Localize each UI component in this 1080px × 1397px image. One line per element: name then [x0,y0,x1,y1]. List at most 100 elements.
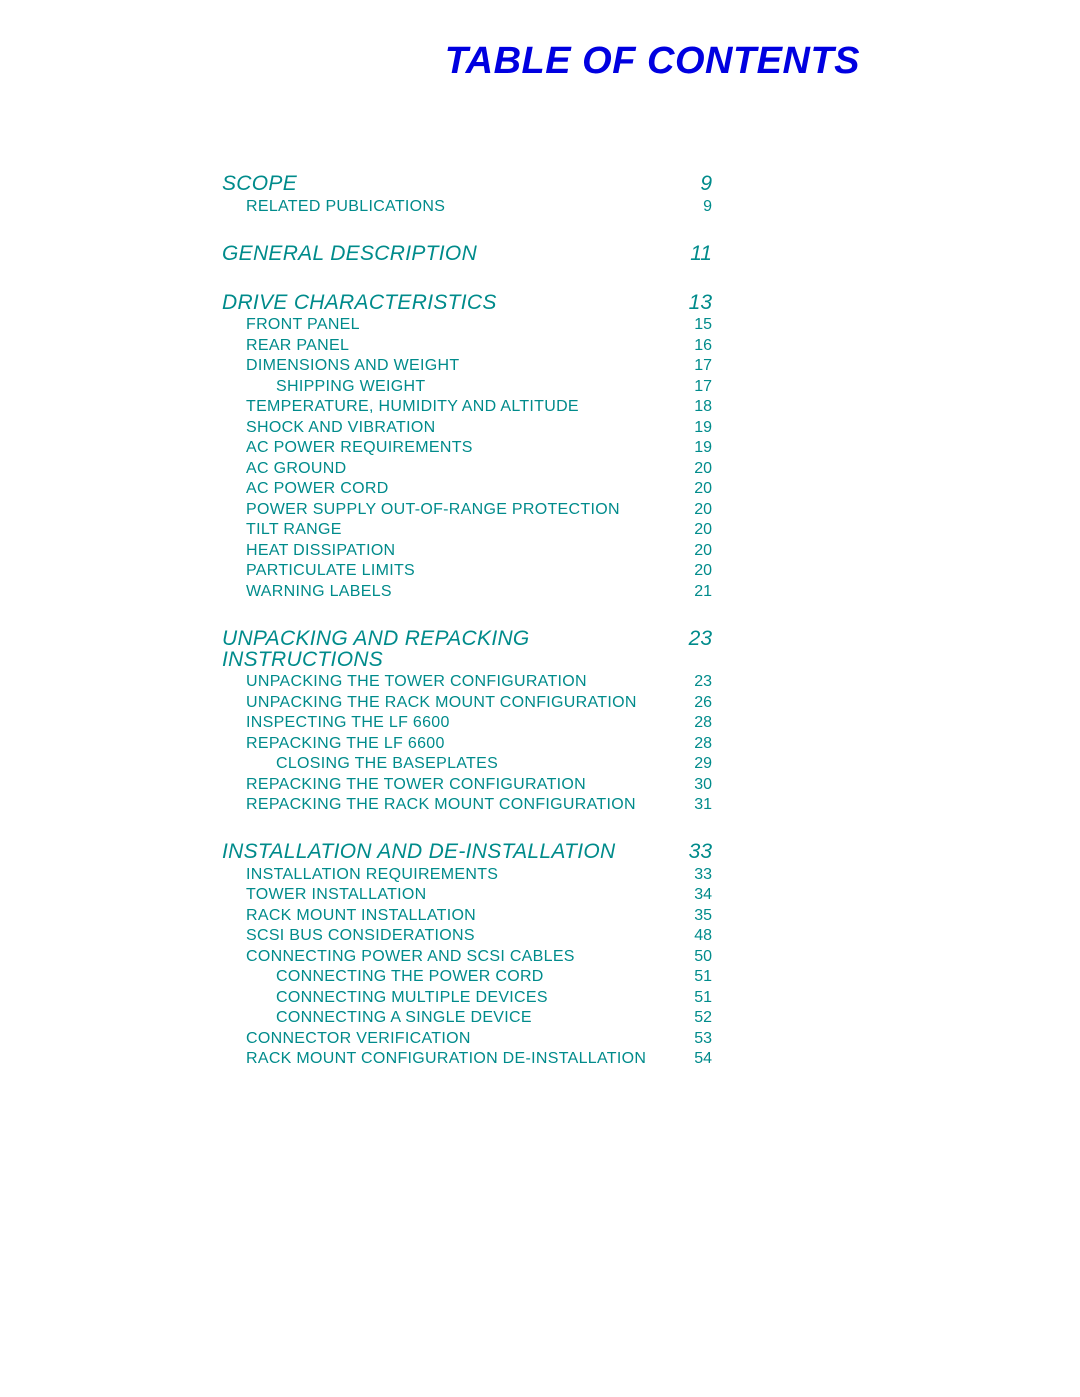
toc-item-page: 28 [682,715,712,731]
toc-section-page: 13 [682,292,712,313]
table-of-contents: SCOPE9 RELATED PUBLICATIONS9 GENERAL DESCR… [222,173,712,1067]
toc-item-row[interactable]: SHIPPING WEIGHT 17 [222,379,712,395]
toc-section-row[interactable]: SCOPE9 [222,173,712,194]
toc-item-row[interactable]: DIMENSIONS AND WEIGHT 17 [222,358,712,374]
toc-section-page: 23 [682,628,712,649]
toc-item-label: AC GROUND [222,461,346,477]
toc-item-row[interactable]: UNPACKING THE TOWER CONFIGURATION23 [222,674,712,690]
toc-item-page: 20 [682,502,712,518]
toc-section-row[interactable]: GENERAL DESCRIPTION11 [222,243,712,264]
toc-item-row[interactable]: INSPECTING THE LF 6600 28 [222,715,712,731]
toc-item-label: TEMPERATURE, HUMIDITY AND ALTITUDE [222,399,579,415]
document-page: TABLE OF CONTENTS SCOPE9 RELATED PUBLICAT… [0,0,1080,1397]
toc-item-row[interactable]: CONNECTING MULTIPLE DEVICES 51 [222,990,712,1006]
toc-item-row[interactable]: CONNECTING POWER AND SCSI CABLES50 [222,949,712,965]
toc-item-row[interactable]: FRONT PANEL 15 [222,317,712,333]
toc-section-label: DRIVE CHARACTERISTICS [222,292,497,313]
toc-section-label: UNPACKING AND REPACKING INSTRUCTIONS [222,628,682,670]
toc-item-row[interactable]: REPACKING THE LF 6600 28 [222,736,712,752]
toc-item-row[interactable]: RELATED PUBLICATIONS9 [222,199,712,215]
toc-item-page: 51 [682,990,712,1006]
toc-item-label: WARNING LABELS [222,584,392,600]
toc-item-label: POWER SUPPLY OUT-OF-RANGE PROTECTION [222,502,620,518]
toc-item-row[interactable]: CONNECTING THE POWER CORD 51 [222,969,712,985]
toc-item-row[interactable]: AC POWER CORD20 [222,481,712,497]
toc-item-page: 35 [682,908,712,924]
toc-item-page: 18 [682,399,712,415]
toc-item-row[interactable]: SCSI BUS CONSIDERATIONS 48 [222,928,712,944]
toc-section-label: GENERAL DESCRIPTION [222,243,477,264]
toc-item-row[interactable]: INSTALLATION REQUIREMENTS 33 [222,867,712,883]
toc-section-row[interactable]: UNPACKING AND REPACKING INSTRUCTIONS23 [222,628,712,670]
toc-item-page: 17 [682,358,712,374]
toc-item-row[interactable]: SHOCK AND VIBRATION 19 [222,420,712,436]
toc-item-row[interactable]: RACK MOUNT CONFIGURATION DE-INSTALLATION… [222,1051,712,1067]
toc-item-row[interactable]: CLOSING THE BASEPLATES29 [222,756,712,772]
toc-item-label: CLOSING THE BASEPLATES [222,756,498,772]
toc-item-page: 20 [682,563,712,579]
toc-item-page: 54 [682,1051,712,1067]
toc-section-page: 33 [682,841,712,862]
toc-item-row[interactable]: RACK MOUNT INSTALLATION 35 [222,908,712,924]
toc-item-page: 30 [682,777,712,793]
toc-item-page: 51 [682,969,712,985]
toc-item-label: CONNECTING A SINGLE DEVICE [222,1010,532,1026]
toc-section-row[interactable]: DRIVE CHARACTERISTICS 13 [222,292,712,313]
toc-item-row[interactable]: REPACKING THE TOWER CONFIGURATION 30 [222,777,712,793]
toc-item-row[interactable]: POWER SUPPLY OUT-OF-RANGE PROTECTION 20 [222,502,712,518]
toc-item-row[interactable]: AC GROUND 20 [222,461,712,477]
toc-item-label: REPACKING THE LF 6600 [222,736,445,752]
toc-item-page: 15 [682,317,712,333]
toc-item-page: 33 [682,867,712,883]
toc-item-page: 21 [682,584,712,600]
toc-item-label: UNPACKING THE RACK MOUNT CONFIGURATION [222,695,637,711]
toc-item-page: 53 [682,1031,712,1047]
toc-item-row[interactable]: REAR PANEL 16 [222,338,712,354]
toc-item-label: SHIPPING WEIGHT [222,379,425,395]
toc-item-row[interactable]: CONNECTOR VERIFICATION 53 [222,1031,712,1047]
toc-item-row[interactable]: WARNING LABELS 21 [222,584,712,600]
toc-item-page: 28 [682,736,712,752]
toc-item-row[interactable]: TILT RANGE20 [222,522,712,538]
toc-item-label: DIMENSIONS AND WEIGHT [222,358,459,374]
toc-item-label: INSTALLATION REQUIREMENTS [222,867,498,883]
toc-section-row[interactable]: INSTALLATION AND DE-INSTALLATION33 [222,841,712,862]
toc-item-row[interactable]: TOWER INSTALLATION 34 [222,887,712,903]
toc-item-label: CONNECTOR VERIFICATION [222,1031,471,1047]
toc-item-page: 48 [682,928,712,944]
toc-item-label: AC POWER CORD [222,481,389,497]
toc-item-label: REPACKING THE RACK MOUNT CONFIGURATION [222,797,636,813]
toc-item-row[interactable]: PARTICULATE LIMITS20 [222,563,712,579]
toc-item-label: RACK MOUNT INSTALLATION [222,908,476,924]
toc-item-label: INSPECTING THE LF 6600 [222,715,450,731]
toc-item-label: SHOCK AND VIBRATION [222,420,435,436]
toc-item-row[interactable]: TEMPERATURE, HUMIDITY AND ALTITUDE 18 [222,399,712,415]
toc-item-row[interactable]: CONNECTING A SINGLE DEVICE 52 [222,1010,712,1026]
page-title: TABLE OF CONTENTS [0,40,1080,83]
toc-item-label: CONNECTING POWER AND SCSI CABLES [222,949,575,965]
toc-item-page: 20 [682,461,712,477]
toc-item-label: FRONT PANEL [222,317,360,333]
toc-item-row[interactable]: HEAT DISSIPATION20 [222,543,712,559]
toc-item-label: TOWER INSTALLATION [222,887,427,903]
toc-item-page: 23 [682,674,712,690]
toc-item-label: HEAT DISSIPATION [222,543,395,559]
toc-item-page: 26 [682,695,712,711]
toc-item-label: REPACKING THE TOWER CONFIGURATION [222,777,586,793]
toc-item-page: 19 [682,420,712,436]
toc-item-label: CONNECTING THE POWER CORD [222,969,544,985]
toc-item-page: 34 [682,887,712,903]
toc-item-label: REAR PANEL [222,338,349,354]
toc-item-label: SCSI BUS CONSIDERATIONS [222,928,475,944]
toc-item-label: AC POWER REQUIREMENTS [222,440,473,456]
toc-section-page: 9 [682,173,712,194]
toc-item-page: 31 [682,797,712,813]
toc-item-page: 52 [682,1010,712,1026]
toc-item-page: 16 [682,338,712,354]
toc-item-page: 9 [682,199,712,215]
toc-item-row[interactable]: AC POWER REQUIREMENTS19 [222,440,712,456]
toc-item-row[interactable]: REPACKING THE RACK MOUNT CONFIGURATION 31 [222,797,712,813]
toc-item-page: 17 [682,379,712,395]
toc-item-label: CONNECTING MULTIPLE DEVICES [222,990,548,1006]
toc-item-row[interactable]: UNPACKING THE RACK MOUNT CONFIGURATION 26 [222,695,712,711]
